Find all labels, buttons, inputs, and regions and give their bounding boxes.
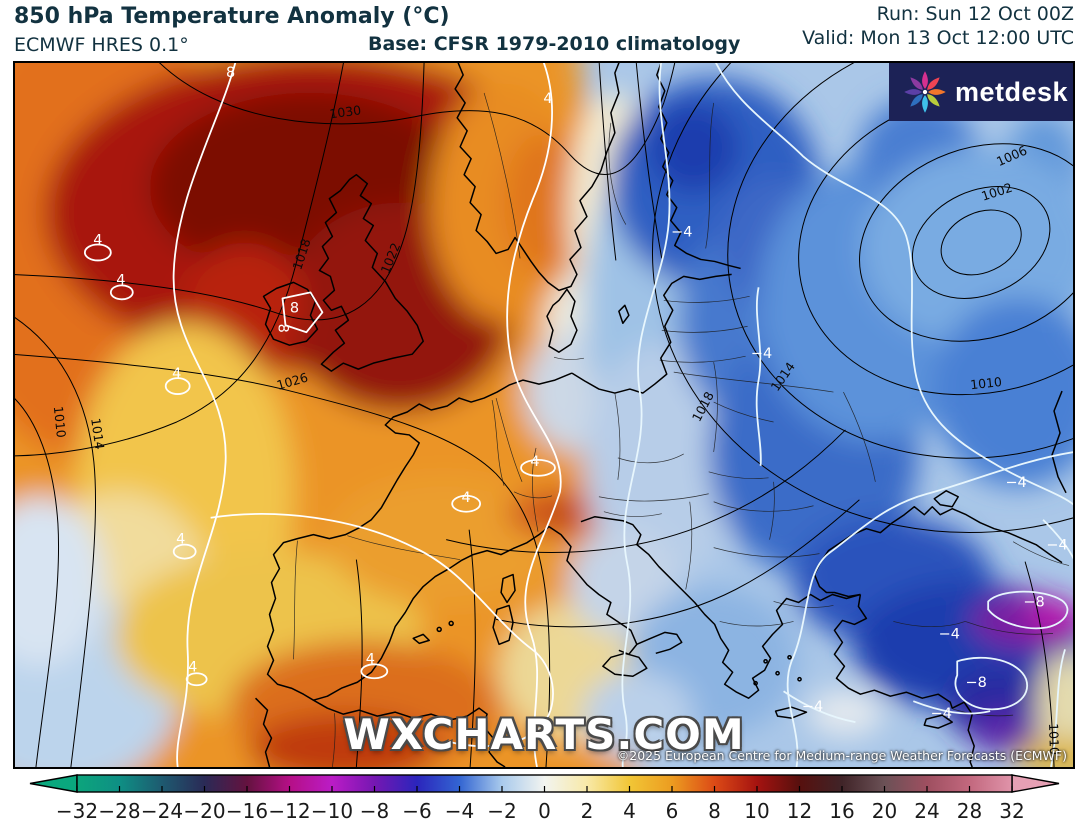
anomaly-contour-label: −4 xyxy=(751,346,772,362)
map-svg: 1030102610221018101410101002100610101014… xyxy=(15,63,1073,767)
logo-petal-center xyxy=(922,89,928,95)
logo-petal xyxy=(928,89,946,95)
anomaly-contour-label: −4 xyxy=(1005,475,1026,491)
logo-petal xyxy=(927,77,940,90)
anomaly-contour-label: 4 xyxy=(530,454,539,470)
colorbar-tick-label: −24 xyxy=(141,799,183,823)
pressure-contour-label: 1014 xyxy=(88,417,107,451)
colorbar-ticks xyxy=(76,786,1013,792)
anomaly-contour-label: −4 xyxy=(1046,538,1067,554)
anomaly-contour-label: −4 xyxy=(802,699,823,715)
anomaly-contour-label: 4 xyxy=(116,272,125,288)
colorbar-tick-label: 4 xyxy=(623,799,636,823)
anomaly-contour-label: −4 xyxy=(939,626,960,642)
colorbar-tick-label: −20 xyxy=(183,799,225,823)
page-title: 850 hPa Temperature Anomaly (°C) xyxy=(14,4,450,29)
pressure-contour-label: 1010 xyxy=(1046,723,1062,755)
anomaly-contours xyxy=(83,63,1073,767)
anomaly-contour-label: 4 xyxy=(462,490,471,506)
anomaly-contour-label: 8 xyxy=(290,300,299,316)
colorbar-left-arrow xyxy=(29,774,78,793)
valid-time-label: Valid: Mon 13 Oct 12:00 UTC xyxy=(802,27,1074,49)
model-label: ECMWF HRES 0.1° xyxy=(14,34,189,56)
metdesk-flower-icon xyxy=(904,71,946,113)
colorbar-tick-label: −10 xyxy=(311,799,353,823)
anomaly-contour-label: −4 xyxy=(931,706,952,722)
anomaly-contour-label: 8 xyxy=(274,324,290,333)
colorbar-tick-label: 16 xyxy=(829,799,854,823)
watermark: WXCHARTS.COM xyxy=(343,710,745,759)
logo-wordmark: metdesk xyxy=(955,76,1069,107)
colorbar-tick-label: 32 xyxy=(999,799,1024,823)
country-borders xyxy=(293,92,1070,767)
colorbar-tick-label: −28 xyxy=(98,799,140,823)
logo-petal xyxy=(904,89,922,95)
colorbar-tick-label: −6 xyxy=(402,799,431,823)
colorbar-tick-label: −4 xyxy=(445,799,474,823)
colorbar-tick-label: 0 xyxy=(538,799,551,823)
anomaly-contour-label: 4 xyxy=(176,532,185,548)
anomaly-contour-label: 4 xyxy=(188,659,197,675)
anomaly-contour-label: −4 xyxy=(671,225,692,241)
colorbar-tick-label: 8 xyxy=(708,799,721,823)
logo-petal xyxy=(922,71,928,89)
pressure-contour-label: 1010 xyxy=(51,405,69,438)
colorbar-tick-label: 12 xyxy=(787,799,812,823)
colorbar-tick-label: 2 xyxy=(581,799,594,823)
colorbar-tick-label: −32 xyxy=(56,799,98,823)
anomaly-contour-label: −8 xyxy=(1023,594,1044,610)
anomaly-color-field xyxy=(15,63,1073,767)
logo-petal xyxy=(922,95,928,113)
colorbar-tick-label: −12 xyxy=(268,799,310,823)
pressure-contours xyxy=(15,63,1073,767)
anomaly-contour-label: 8 xyxy=(226,65,235,81)
colorbar-tick-label: 24 xyxy=(914,799,939,823)
colorbar-tick-label: 6 xyxy=(666,799,679,823)
logo-petal xyxy=(910,94,923,107)
anomaly-contour-label: 4 xyxy=(172,366,181,382)
colorbar-tick-label: 10 xyxy=(744,799,769,823)
colorbar: −32 −28 −24 −20 −16 −12 −10 −8 −6 −4 −2 0 2 4 6 8 10 12 16… xyxy=(29,774,1060,823)
anomaly-map: 1030 1026 1022 1018 1014 1010 1002 1006 1010 1014… xyxy=(13,61,1075,769)
coastlines xyxy=(255,63,1067,767)
colorbar-tick-label: 28 xyxy=(957,799,982,823)
pressure-contour-label: 1030 xyxy=(328,102,362,121)
logo-petal xyxy=(927,94,940,107)
anomaly-contour-label: 4 xyxy=(543,91,552,107)
colorbar-tick-labels: −32 −28 −24 −20 −16 −12 −10 −8 −6 −4 −2 0 2 4 6 8 10 12 16… xyxy=(56,799,1025,823)
logo-petal xyxy=(910,77,923,90)
run-time-label: Run: Sun 12 Oct 00Z xyxy=(876,3,1074,25)
colorbar-tick-label: −16 xyxy=(226,799,268,823)
anomaly-contour-label: 4 xyxy=(366,651,375,667)
copyright-notice: ©2025 European Centre for Medium-range W… xyxy=(616,748,1067,763)
colorbar-tick-label: −2 xyxy=(487,799,516,823)
colorbar-tick-label: 20 xyxy=(872,799,897,823)
anomaly-contour-label: 4 xyxy=(93,232,102,248)
colorbar-right-arrow xyxy=(1011,774,1060,793)
anomaly-contour-label: −8 xyxy=(966,675,987,691)
base-climatology: Base: CFSR 1979-2010 climatology xyxy=(368,33,741,55)
metdesk-logo: metdesk xyxy=(889,63,1073,121)
pressure-contour-label: 1010 xyxy=(969,374,1002,392)
colorbar-tick-label: −8 xyxy=(360,799,389,823)
